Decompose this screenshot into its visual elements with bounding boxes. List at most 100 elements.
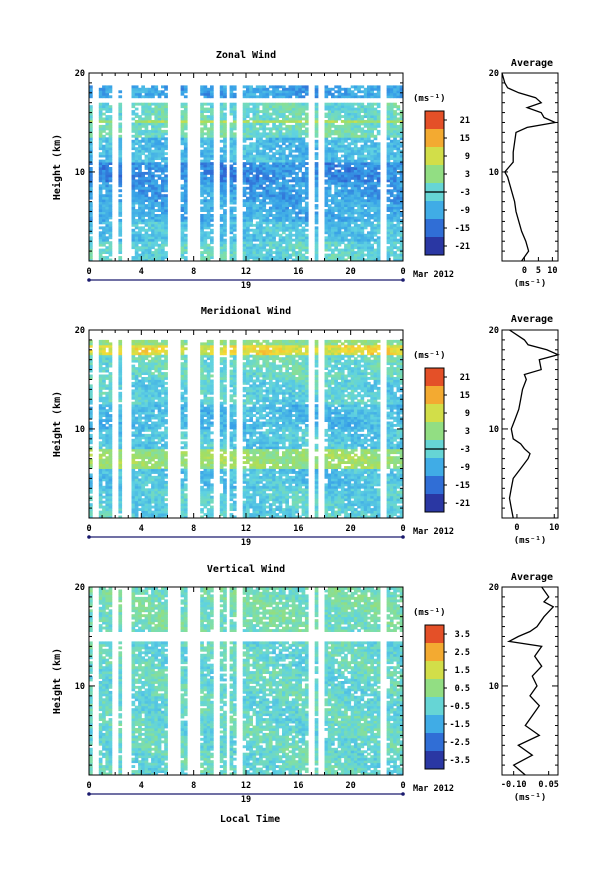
heatmap-cell <box>396 92 401 96</box>
heatmap-cell <box>282 253 286 257</box>
heatmap-cell <box>206 90 211 94</box>
heatmap-cell <box>98 194 103 198</box>
heatmap-cell <box>180 159 185 163</box>
heatmap-cell <box>118 162 123 165</box>
heatmap-cell <box>262 204 267 207</box>
heatmap-cell <box>334 209 338 212</box>
heatmap-cell <box>255 122 260 126</box>
heatmap-cell <box>363 174 368 178</box>
heatmap-cell <box>268 228 273 232</box>
heatmap-cell <box>210 218 214 222</box>
heatmap-cell <box>157 137 162 141</box>
heatmap-cell <box>131 441 136 445</box>
heatmap-cell <box>357 216 361 220</box>
heatmap-cell <box>144 122 149 126</box>
heatmap-cell <box>370 127 374 131</box>
heatmap-cell <box>161 223 165 227</box>
heatmap-cell <box>246 246 250 250</box>
heatmap-cell <box>272 186 276 190</box>
heatmap-cell <box>386 90 391 94</box>
heatmap-cell <box>232 171 237 175</box>
heatmap-cell <box>157 115 162 118</box>
heatmap-cell <box>350 189 355 193</box>
heatmap-cell <box>255 223 260 227</box>
heatmap-cell <box>157 236 162 240</box>
heatmap-cell <box>272 144 276 148</box>
heatmap-cell <box>340 164 345 168</box>
heatmap-cell <box>298 221 302 225</box>
heatmap-cell <box>157 110 162 113</box>
heatmap-cell <box>373 152 378 156</box>
heatmap-cell <box>210 117 214 121</box>
heatmap-cell <box>147 196 152 200</box>
heatmap-cell <box>389 122 394 126</box>
heatmap-cell <box>131 510 136 514</box>
heatmap-cell <box>105 154 110 158</box>
heatmap-cell <box>105 162 110 165</box>
heatmap-cell <box>363 211 368 215</box>
heatmap-cell <box>314 105 319 109</box>
heatmap-cell <box>105 490 110 494</box>
heatmap-cell <box>232 223 237 227</box>
heatmap-cell <box>353 226 358 230</box>
heatmap-cell <box>262 186 267 190</box>
heatmap-cell <box>272 206 276 210</box>
heatmap-cell <box>108 396 113 400</box>
heatmap-cell <box>131 354 136 358</box>
heatmap-cell <box>393 209 397 212</box>
heatmap-cell <box>105 248 110 252</box>
heatmap-cell <box>389 216 394 220</box>
heatmap-cell <box>262 201 267 205</box>
heatmap-cell <box>285 218 289 222</box>
heatmap-cell <box>353 127 358 131</box>
heatmap-cell <box>285 137 289 141</box>
heatmap-cell <box>265 127 270 131</box>
heatmap-cell <box>102 95 106 99</box>
heatmap-cell <box>272 189 276 193</box>
heatmap-cell <box>180 223 185 227</box>
heatmap-cell <box>131 112 136 116</box>
heatmap-cell <box>275 223 280 227</box>
heatmap-cell <box>183 169 188 173</box>
heatmap-cell <box>108 391 113 395</box>
heatmap-cell <box>249 179 253 183</box>
heatmap-cell <box>118 95 123 99</box>
average-frame <box>501 72 559 262</box>
heatmap-cell <box>252 105 257 109</box>
heatmap-cell <box>373 95 378 99</box>
heatmap-cell <box>249 92 253 96</box>
heatmap-cell <box>98 256 103 259</box>
heatmap-cell <box>353 115 358 118</box>
heatmap-cell <box>183 201 188 205</box>
heatmap-cell <box>373 167 378 170</box>
heatmap-cell <box>131 218 136 222</box>
panel-title: Zonal Wind <box>216 49 276 61</box>
heatmap-cell <box>102 478 106 482</box>
heatmap-cell <box>118 377 123 380</box>
heatmap-cell <box>154 154 159 158</box>
heatmap-cell <box>180 246 185 250</box>
heatmap-cell <box>183 134 188 138</box>
x-tick-label: 0 <box>86 267 91 277</box>
heatmap-cell <box>232 189 237 193</box>
heatmap-cell <box>337 102 342 106</box>
heatmap-cell <box>134 359 139 363</box>
heatmap-cell <box>367 241 371 245</box>
heatmap-cell <box>386 206 391 210</box>
heatmap-cell <box>386 105 391 109</box>
heatmap-cell <box>203 120 208 123</box>
heatmap-cell <box>105 485 110 489</box>
heatmap-cell <box>89 513 93 516</box>
heatmap-cell <box>164 228 168 232</box>
heatmap-cell <box>324 120 329 123</box>
heatmap-cell <box>373 233 378 237</box>
heatmap-cell <box>396 124 401 128</box>
heatmap-cell <box>347 204 352 207</box>
heatmap-cell <box>164 169 168 173</box>
heatmap-cell <box>144 186 149 190</box>
heatmap-cell <box>357 209 361 212</box>
heatmap-cell <box>102 92 106 96</box>
x-tick-label: 20 <box>346 267 356 277</box>
heatmap-cell <box>98 357 103 361</box>
